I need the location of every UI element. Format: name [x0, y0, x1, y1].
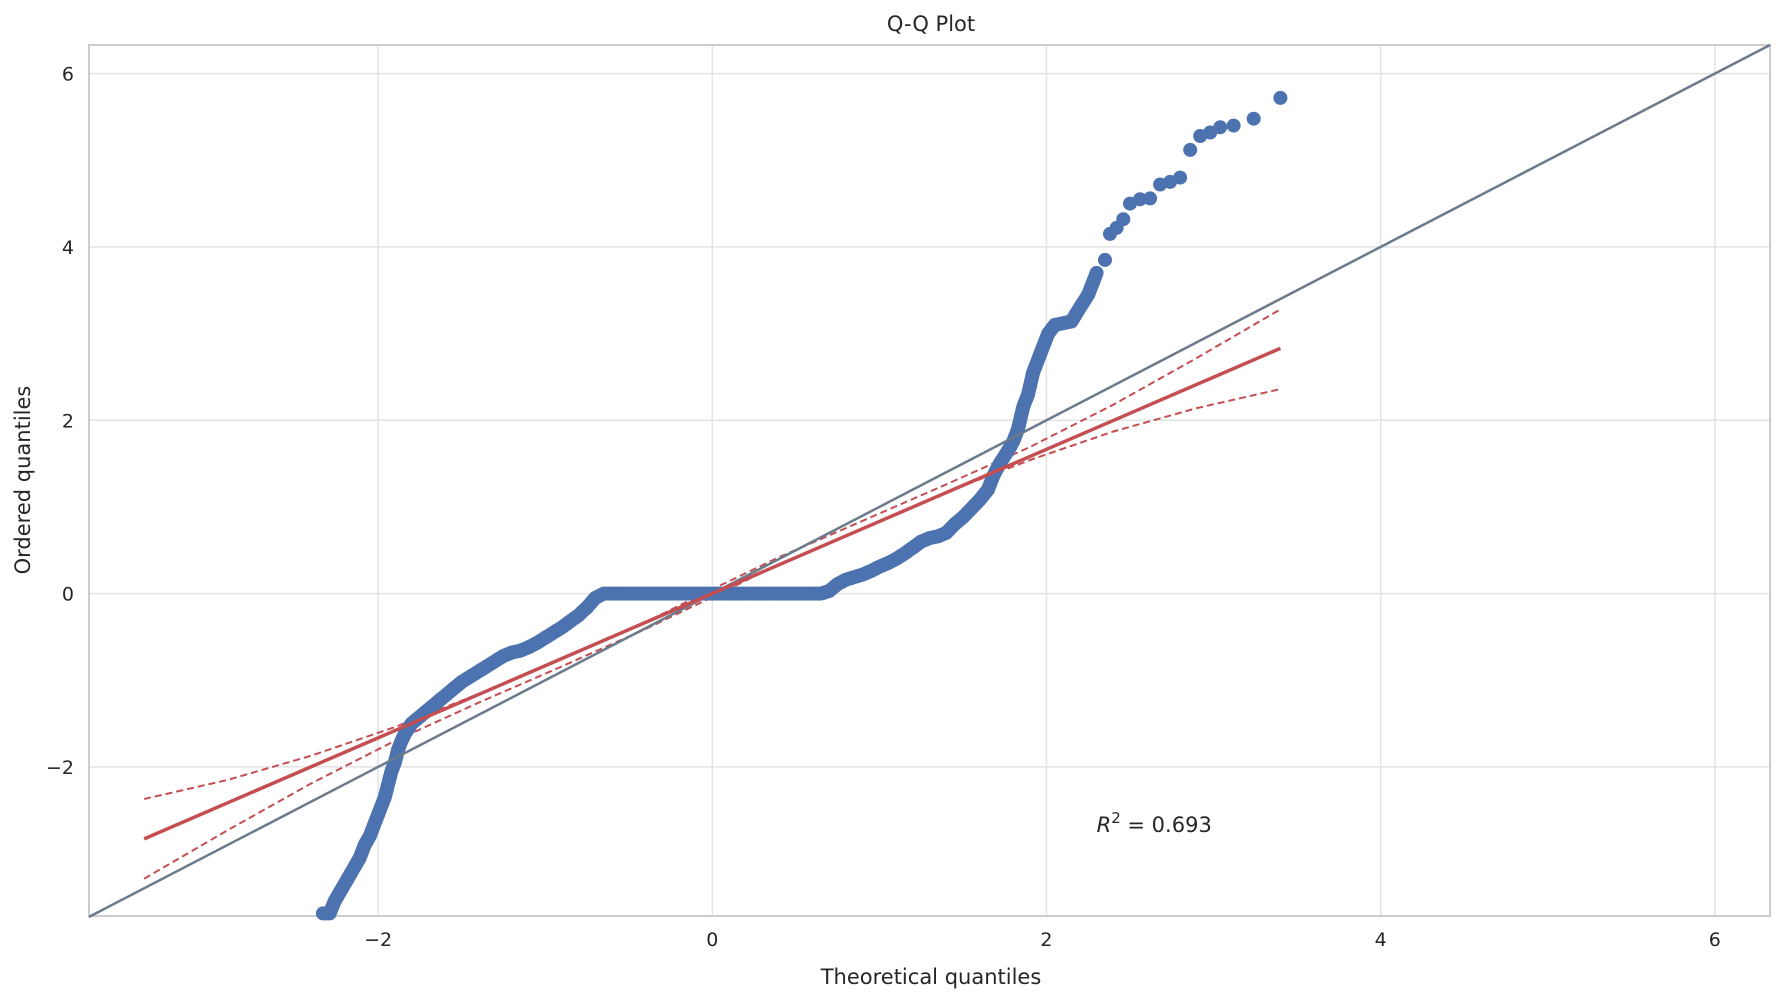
confidence-band-lower	[143, 388, 1281, 880]
data-point	[1226, 118, 1241, 133]
y-tick-label: 4	[62, 237, 74, 259]
data-point	[1098, 252, 1112, 267]
grid-lines	[89, 45, 1770, 916]
fit-line	[143, 346, 1282, 841]
r-exponent: 2	[1111, 809, 1121, 827]
r-squared-value: = 0.693	[1121, 813, 1212, 837]
r-squared-annotation: R2 = 0.693	[1097, 809, 1212, 837]
y-tick-label: 0	[62, 584, 74, 606]
data-point	[1143, 191, 1158, 206]
data-point	[1246, 111, 1261, 126]
y-tick-labels: −2 0 2 4 6	[46, 64, 74, 779]
y-axis-label: Ordered quantiles	[11, 386, 35, 575]
r-symbol: R	[1097, 813, 1112, 837]
scatter-points	[315, 90, 1288, 921]
x-tick-labels: −2 0 2 4 6	[364, 929, 1721, 951]
plot-frame	[88, 44, 1771, 917]
y-tick-label: 6	[62, 64, 74, 86]
data-point	[1089, 265, 1104, 280]
x-tick-label: −2	[364, 929, 392, 951]
y-tick-label: 2	[62, 410, 74, 432]
x-tick-label: 0	[706, 929, 718, 951]
data-point	[1183, 142, 1198, 157]
x-axis-label: Theoretical quantiles	[820, 965, 1042, 989]
reference-line	[88, 43, 1771, 918]
chart-title: Q-Q Plot	[887, 12, 975, 36]
data-point	[1173, 170, 1188, 185]
y-tick-label: −2	[46, 757, 74, 779]
data-point	[1213, 120, 1228, 135]
x-tick-label: 6	[1709, 929, 1721, 951]
data-point	[1116, 212, 1131, 227]
x-tick-label: 2	[1040, 929, 1052, 951]
x-tick-label: 4	[1375, 929, 1387, 951]
data-point	[1273, 90, 1288, 105]
data-point	[1133, 192, 1147, 207]
